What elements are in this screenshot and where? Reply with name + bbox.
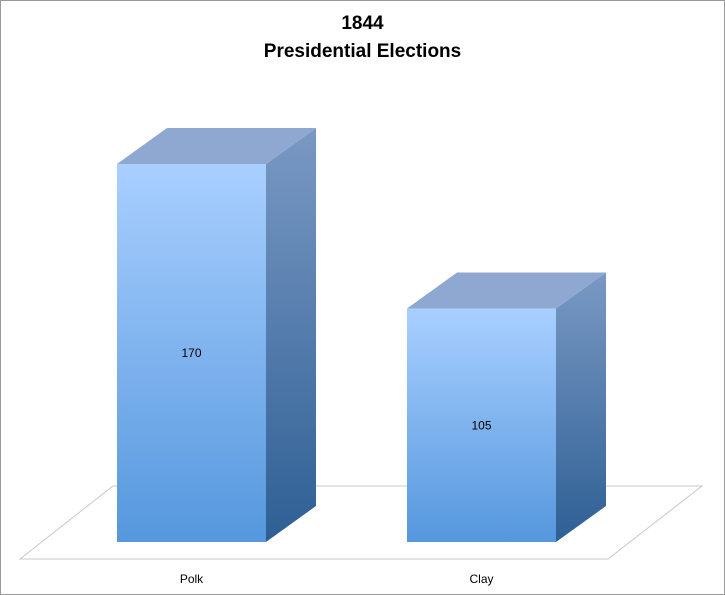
- bar-top-polk: [117, 128, 316, 164]
- chart-title: 1844: [341, 13, 384, 34]
- bar-top-clay: [407, 272, 606, 309]
- data-label-polk: 170: [181, 346, 201, 360]
- x-tick-label-clay: Clay: [469, 572, 493, 586]
- bar-side-polk: [266, 128, 316, 542]
- chart-title-block: 1844 Presidential Elections: [0, 10, 725, 66]
- bar-side-clay: [556, 272, 606, 542]
- chart-subtitle: Presidential Elections: [263, 41, 462, 62]
- data-label-clay: 105: [471, 418, 491, 432]
- bar-clay: [407, 308, 556, 542]
- bar-polk: [117, 164, 266, 542]
- x-tick-label-polk: Polk: [180, 572, 204, 586]
- bars-group: 170 Polk 105 Clay: [117, 128, 606, 586]
